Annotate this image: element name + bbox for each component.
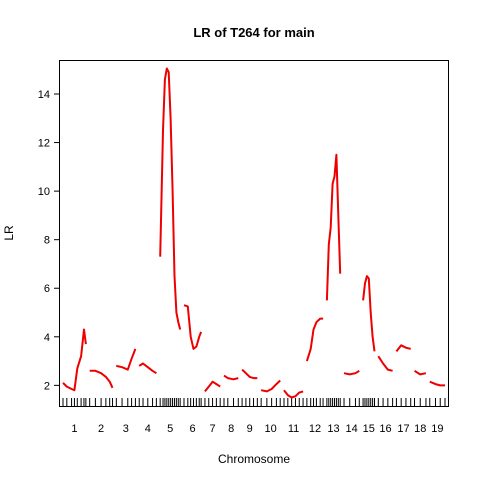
x-tick-label: 7 — [209, 423, 215, 435]
x-tick-label: 4 — [145, 423, 151, 435]
lr-series — [62, 67, 445, 399]
y-axis-label: LR — [2, 225, 16, 241]
x-tick-label: 10 — [265, 423, 277, 435]
lr-line-chr-7 — [204, 380, 221, 393]
x-tick-label: 12 — [309, 423, 321, 435]
lr-line-chr-9 — [241, 368, 258, 380]
x-tick-label: 16 — [379, 423, 391, 435]
x-tick-label: 5 — [167, 423, 173, 435]
lr-line-chr-1 — [62, 328, 87, 392]
x-tick-label: 3 — [123, 423, 129, 435]
lr-line-chr-12 — [305, 317, 324, 362]
lr-line-chr-11 — [283, 389, 304, 399]
x-tick-label: 8 — [228, 423, 234, 435]
y-tick-label: 6 — [44, 283, 50, 295]
x-tick-label: 13 — [327, 423, 339, 435]
x-tick-label: 2 — [98, 423, 104, 435]
y-tick-label: 8 — [44, 235, 50, 247]
x-axis-label: Chromosome — [218, 452, 290, 466]
x-tick-label: 6 — [189, 423, 195, 435]
chart-title: LR of T264 for main — [193, 25, 314, 40]
y-tick-label: 4 — [44, 332, 50, 344]
lr-line-chr-5 — [159, 67, 182, 330]
x-tick-label: 9 — [247, 423, 253, 435]
lr-line-chr-13 — [325, 153, 342, 301]
lr-line-chr-14 — [343, 369, 360, 376]
plot-frame — [59, 60, 449, 407]
lr-line-chr-18 — [413, 369, 427, 376]
y-axis: 2 4 6 8 10 12 14 — [38, 89, 60, 392]
marker-rug — [62, 398, 446, 406]
lr-line-chr-2 — [89, 369, 114, 389]
lr-line-chr-4 — [138, 362, 157, 375]
y-tick-label: 14 — [38, 89, 50, 101]
x-tick-label: 1 — [71, 423, 77, 435]
x-tick-label: 14 — [346, 423, 358, 435]
x-tick-label: 11 — [288, 423, 299, 435]
lr-line-chr-10 — [260, 379, 281, 393]
lr-line-chr-15 — [362, 275, 376, 352]
y-tick-label: 12 — [38, 138, 50, 150]
lr-line-chr-19 — [429, 380, 445, 387]
x-axis: 1 2 3 4 5 6 7 8 9 10 11 12 13 14 15 16 17 18 19 — [71, 423, 443, 435]
lr-line-chr-6 — [183, 304, 203, 350]
lr-line-chr-17 — [395, 344, 411, 353]
y-tick-label: 2 — [44, 380, 50, 392]
x-tick-label: 15 — [363, 423, 375, 435]
x-tick-label: 17 — [397, 423, 409, 435]
lr-line-chr-8 — [223, 374, 239, 381]
x-tick-label: 19 — [431, 423, 443, 435]
x-tick-label: 18 — [414, 423, 426, 435]
y-tick-label: 10 — [38, 186, 50, 198]
lr-line-chr-16 — [377, 355, 393, 372]
lr-line-chr-3 — [116, 348, 137, 371]
